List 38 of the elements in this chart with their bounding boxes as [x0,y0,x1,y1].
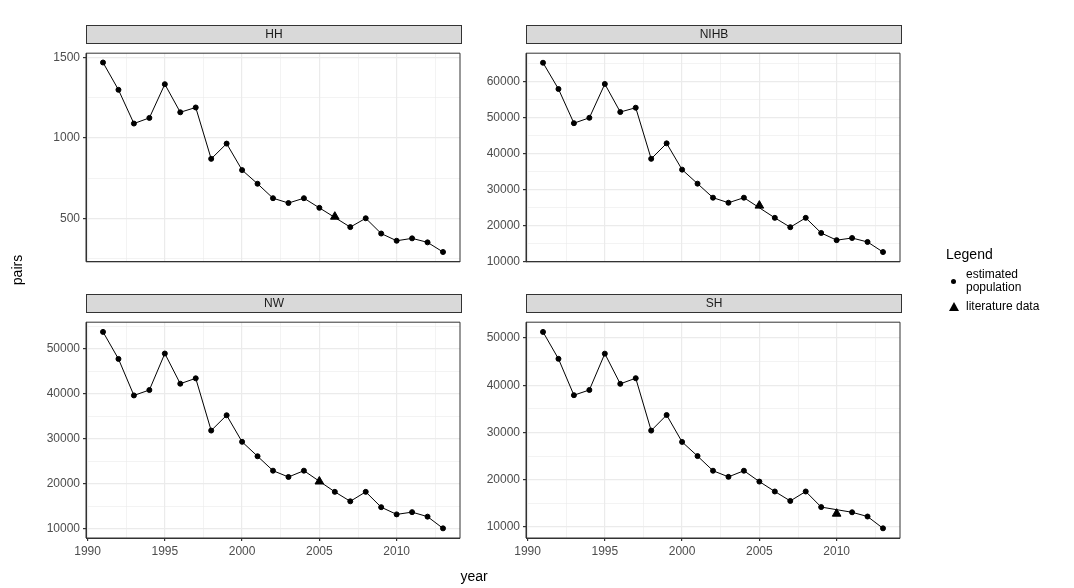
x-tick-label: 2005 [746,543,774,558]
y-tick-label: 50000 [486,330,521,345]
y-tick-label: 40000 [46,385,81,400]
y-tick-label: 1000 [53,130,81,145]
y-tick-label: 30000 [486,182,521,197]
legend-label: estimated population [966,267,1022,294]
chart-title: NIHB [526,25,902,44]
x-tick-label: 2010 [823,543,851,558]
x-tick-label: 1990 [74,543,102,558]
y-tick-label: 500 [59,210,81,225]
x-axis-title: year [460,568,488,584]
chart-title: NW [86,294,462,313]
y-tick-label: 10000 [486,254,521,269]
legend-title: Legend [946,246,994,262]
x-tick-label: 1990 [514,543,542,558]
y-tick-label: 40000 [486,377,521,392]
y-tick-label: 20000 [46,476,81,491]
y-tick-label: 40000 [486,146,521,161]
y-tick-label: 30000 [486,424,521,439]
y-tick-label: 20000 [486,218,521,233]
x-tick-label: 2000 [228,543,256,558]
y-tick-label: 20000 [486,472,521,487]
x-tick-label: 2005 [306,543,334,558]
chart-title: SH [526,294,902,313]
y-tick-label: 50000 [486,110,521,125]
chart-title: HH [86,25,462,44]
x-tick-label: 2010 [383,543,411,558]
legend-label: literature data [966,299,1040,313]
x-tick-label: 2000 [668,543,696,558]
y-tick-label: 10000 [486,519,521,534]
y-tick-label: 50000 [46,340,81,355]
y-tick-label: 30000 [46,431,81,445]
y-tick-label: 10000 [46,521,81,536]
y-tick-label: 60000 [486,74,521,89]
x-tick-label: 1995 [591,543,619,558]
y-axis-title: pairs [9,254,26,286]
y-tick-label: 1500 [53,50,81,65]
x-tick-label: 1995 [151,543,179,558]
